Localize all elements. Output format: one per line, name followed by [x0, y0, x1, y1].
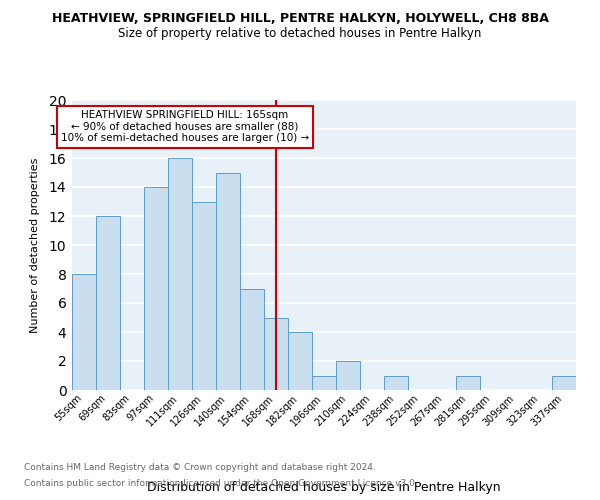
Bar — [384, 376, 408, 390]
Bar — [312, 376, 336, 390]
Bar — [216, 172, 240, 390]
X-axis label: Distribution of detached houses by size in Pentre Halkyn: Distribution of detached houses by size … — [147, 480, 501, 494]
Text: Contains public sector information licensed under the Open Government Licence v3: Contains public sector information licen… — [24, 478, 418, 488]
Bar — [168, 158, 192, 390]
Text: HEATHVIEW SPRINGFIELD HILL: 165sqm
← 90% of detached houses are smaller (88)
10%: HEATHVIEW SPRINGFIELD HILL: 165sqm ← 90%… — [61, 110, 309, 144]
Bar — [264, 318, 288, 390]
Text: Contains HM Land Registry data © Crown copyright and database right 2024.: Contains HM Land Registry data © Crown c… — [24, 464, 376, 472]
Text: Size of property relative to detached houses in Pentre Halkyn: Size of property relative to detached ho… — [118, 28, 482, 40]
Bar — [240, 288, 264, 390]
Bar — [72, 274, 96, 390]
Bar — [144, 187, 168, 390]
Bar — [336, 361, 360, 390]
Y-axis label: Number of detached properties: Number of detached properties — [31, 158, 40, 332]
Bar — [288, 332, 312, 390]
Bar — [552, 376, 576, 390]
Bar — [456, 376, 480, 390]
Bar — [96, 216, 120, 390]
Text: HEATHVIEW, SPRINGFIELD HILL, PENTRE HALKYN, HOLYWELL, CH8 8BA: HEATHVIEW, SPRINGFIELD HILL, PENTRE HALK… — [52, 12, 548, 26]
Bar — [192, 202, 216, 390]
